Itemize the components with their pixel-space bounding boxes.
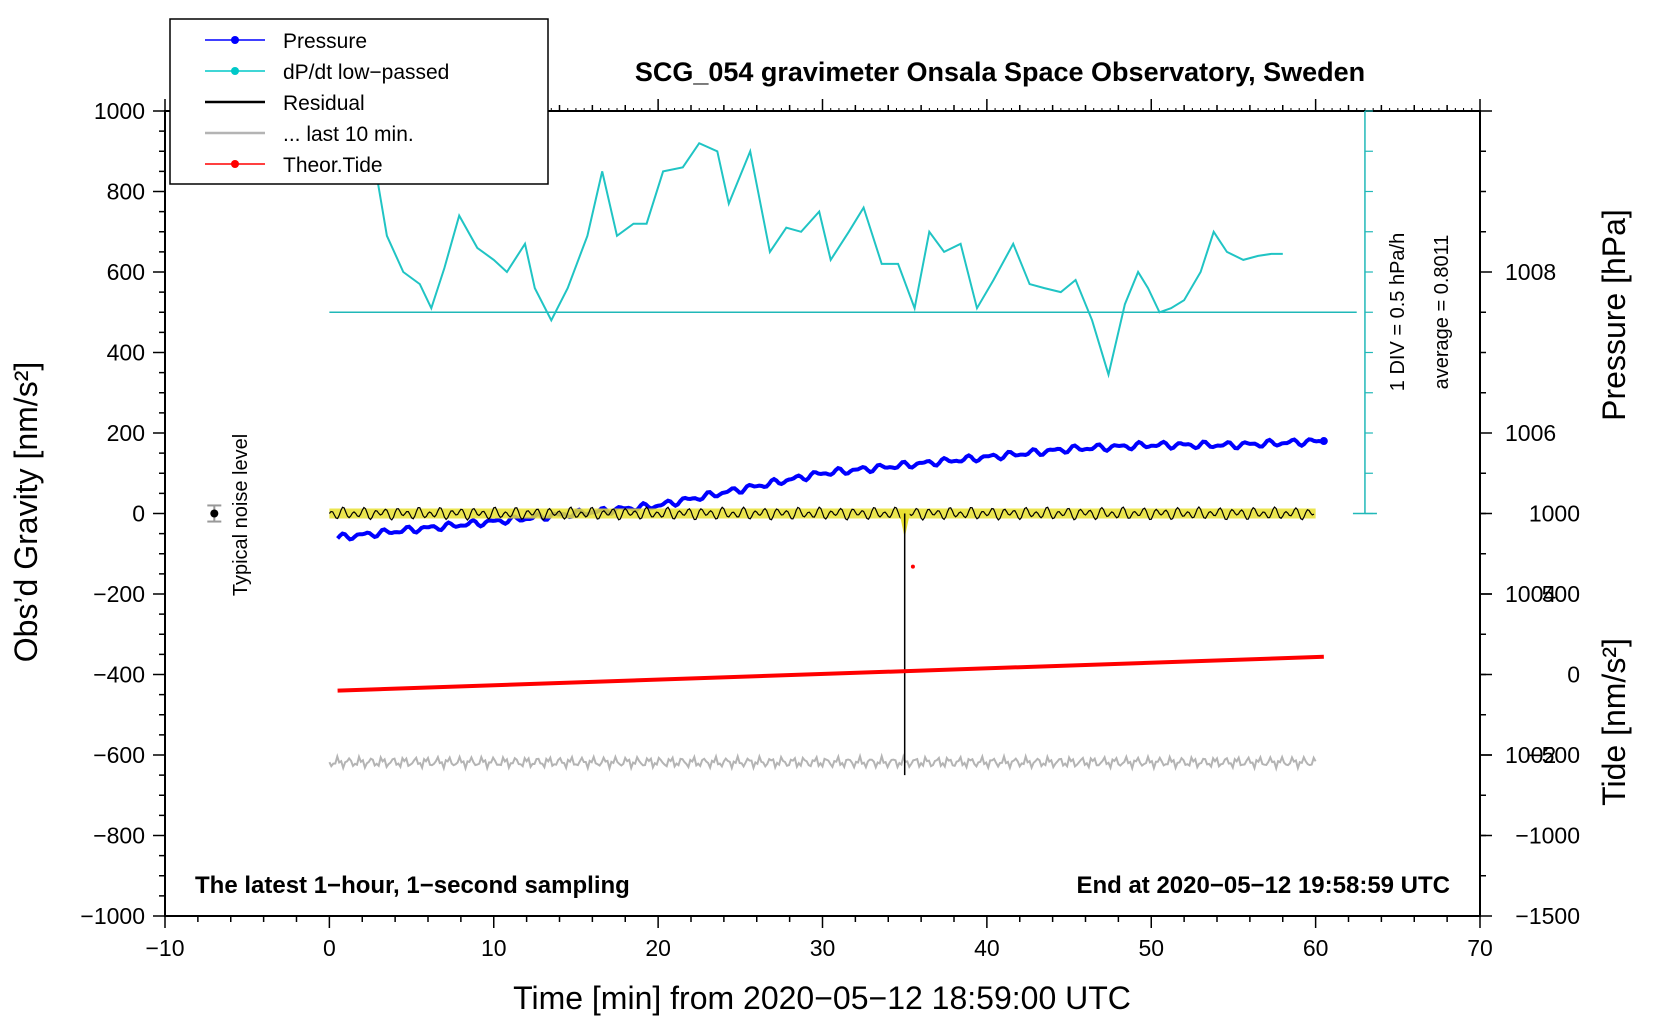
tide-tick-label: −500 bbox=[1528, 742, 1580, 768]
pressure-line bbox=[336, 437, 1325, 542]
sampling-note: The latest 1−hour, 1−second sampling bbox=[195, 872, 630, 899]
x-tick-label: 0 bbox=[323, 935, 336, 961]
y-tick-label: −200 bbox=[93, 581, 145, 607]
legend-label: Pressure bbox=[283, 30, 367, 53]
y-axis-title-tide: Tide [nm/s²] bbox=[1596, 638, 1632, 806]
legend-label: ... last 10 min. bbox=[283, 123, 414, 146]
dpdt-line bbox=[369, 139, 1283, 379]
y-tick-label: 1000 bbox=[94, 98, 145, 124]
y-tick-label: −1000 bbox=[80, 903, 145, 929]
end-time-note: End at 2020−05−12 19:58:59 UTC bbox=[1076, 872, 1450, 899]
y-axis-title-gravity: Obs’d Gravity [nm/s²] bbox=[8, 362, 44, 663]
legend-marker bbox=[231, 36, 239, 44]
y-tick-label: −600 bbox=[93, 742, 145, 768]
pressure-tick-label: 1004 bbox=[1505, 581, 1556, 607]
legend-marker bbox=[231, 160, 239, 168]
last-10-min-line bbox=[328, 752, 1317, 772]
y-tick-label: 600 bbox=[107, 259, 145, 285]
tide-tick-label: 0 bbox=[1567, 662, 1580, 688]
x-tick-label: 20 bbox=[645, 935, 671, 961]
tide-outlier-point bbox=[910, 564, 915, 569]
pressure-end-marker bbox=[1319, 437, 1328, 446]
residual-line bbox=[328, 506, 1315, 521]
noise-level-label: Typical noise level bbox=[230, 434, 252, 596]
tide-tick-label: 1000 bbox=[1529, 501, 1580, 527]
legend-label: Theor.Tide bbox=[283, 154, 383, 177]
y-tick-label: −800 bbox=[93, 823, 145, 849]
legend-label: Residual bbox=[283, 92, 365, 115]
pressure-tick-label: 1006 bbox=[1505, 420, 1556, 446]
y-tick-label: 0 bbox=[132, 501, 145, 527]
rate-average-label: average = 0.8011 bbox=[1431, 235, 1453, 390]
y-tick-label: −400 bbox=[93, 662, 145, 688]
pressure-tick-label: 1002 bbox=[1505, 742, 1556, 768]
tide-line bbox=[337, 654, 1324, 693]
x-tick-label: −10 bbox=[145, 935, 184, 961]
x-tick-label: 10 bbox=[481, 935, 507, 961]
legend: Pressure dP/dt low−passed Residual ... last… bbox=[169, 18, 549, 185]
plot-axes: −10 0 10 20 30 40 50 60 70 1000 800 600 400 200 0 −200 −… bbox=[80, 98, 1580, 961]
y-axis-title-pressure: Pressure [hPa] bbox=[1596, 209, 1632, 421]
x-tick-label: 60 bbox=[1303, 935, 1329, 961]
x-tick-label: 70 bbox=[1467, 935, 1493, 961]
x-tick-label: 40 bbox=[974, 935, 1000, 961]
legend-label: dP/dt low−passed bbox=[283, 61, 449, 84]
rate-scale-label: 1 DIV = 0.5 hPa/h bbox=[1387, 233, 1409, 391]
y-tick-label: 200 bbox=[107, 420, 145, 446]
x-axis-title: Time [min] from 2020−05−12 18:59:00 UTC bbox=[513, 980, 1131, 1016]
x-tick-label: 50 bbox=[1138, 935, 1164, 961]
y-tick-label: 400 bbox=[107, 340, 145, 366]
legend-marker bbox=[231, 67, 239, 75]
tide-tick-label: −1000 bbox=[1515, 823, 1580, 849]
tide-tick-label: −1500 bbox=[1515, 903, 1580, 929]
chart-title: SCG_054 gravimeter Onsala Space Observat… bbox=[635, 57, 1365, 87]
noise-point bbox=[210, 509, 219, 518]
pressure-tick-label: 1008 bbox=[1505, 259, 1556, 285]
chart-marks bbox=[207, 110, 1377, 776]
x-tick-label: 30 bbox=[810, 935, 836, 961]
y-tick-label: 800 bbox=[107, 179, 145, 205]
tide-tick-label: 500 bbox=[1542, 581, 1580, 607]
